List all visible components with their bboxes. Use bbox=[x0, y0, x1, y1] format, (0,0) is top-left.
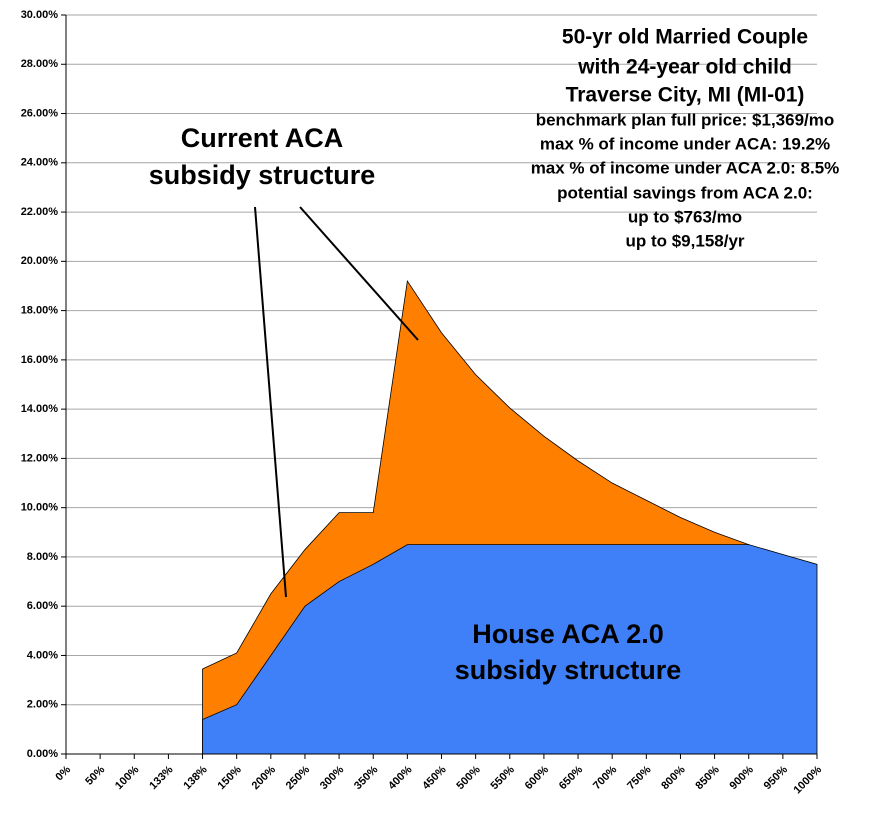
info-text: with 24-year old child bbox=[577, 56, 792, 79]
y-tick-label: 22.00% bbox=[21, 206, 59, 218]
y-tick-label: 28.00% bbox=[21, 58, 59, 70]
y-tick-label: 14.00% bbox=[21, 403, 59, 415]
x-tick-label: 800% bbox=[659, 764, 688, 793]
areas bbox=[202, 279, 818, 755]
x-tick-label: 1000% bbox=[791, 764, 824, 797]
y-tick-label: 10.00% bbox=[21, 502, 59, 514]
x-tick-label: 100% bbox=[113, 764, 142, 793]
x-tick-label: 550% bbox=[489, 764, 518, 793]
x-tick-label: 950% bbox=[762, 764, 791, 793]
info-text: up to $763/mo bbox=[628, 207, 742, 226]
x-tick-label: 750% bbox=[625, 764, 654, 793]
x-tick-label: 150% bbox=[215, 764, 244, 793]
x-tick-label: 650% bbox=[557, 764, 586, 793]
annotation: Current ACA bbox=[181, 123, 344, 153]
y-tick-label: 30.00% bbox=[21, 9, 59, 21]
y-tick-label: 0.00% bbox=[27, 748, 58, 760]
x-tick-label: 250% bbox=[284, 764, 313, 793]
x-tick-label: 450% bbox=[420, 764, 449, 793]
info-text: up to $9,158/yr bbox=[625, 231, 744, 250]
annotation: subsidy structure bbox=[149, 160, 376, 190]
annotation: subsidy structure bbox=[455, 655, 682, 685]
x-tick-label: 850% bbox=[693, 764, 722, 793]
info-text: 50-yr old Married Couple bbox=[562, 26, 808, 49]
x-tick-label: 200% bbox=[250, 764, 279, 793]
y-tick-label: 20.00% bbox=[21, 255, 59, 267]
y-tick-label: 8.00% bbox=[27, 551, 58, 563]
x-tick-label: 600% bbox=[523, 764, 552, 793]
x-tick-label: 700% bbox=[591, 764, 620, 793]
y-tick-label: 6.00% bbox=[27, 600, 58, 612]
x-tick-label: 138% bbox=[181, 764, 210, 793]
x-tick-label: 300% bbox=[318, 764, 347, 793]
info-text: Traverse City, MI (MI-01) bbox=[566, 84, 805, 107]
x-tick-label: 0% bbox=[53, 764, 73, 784]
info-text: max % of income under ACA 2.0: 8.5% bbox=[531, 158, 840, 177]
pointer-line bbox=[299, 206, 419, 341]
x-tick-label: 500% bbox=[454, 764, 483, 793]
x-tick-label: 133% bbox=[147, 764, 176, 793]
y-tick-label: 16.00% bbox=[21, 354, 59, 366]
x-tick-label: 50% bbox=[83, 764, 107, 788]
y-tick-label: 26.00% bbox=[21, 107, 59, 119]
x-tick-label: 400% bbox=[386, 764, 415, 793]
y-tick-label: 4.00% bbox=[27, 649, 58, 661]
y-tick-label: 18.00% bbox=[21, 305, 59, 317]
info-text: benchmark plan full price: $1,369/mo bbox=[536, 110, 835, 129]
x-tick-label: 350% bbox=[352, 764, 381, 793]
annotation: House ACA 2.0 bbox=[472, 619, 664, 649]
info-text: potential savings from ACA 2.0: bbox=[557, 183, 813, 202]
area bbox=[202, 544, 818, 755]
y-tick-label: 2.00% bbox=[27, 699, 58, 711]
info-text: max % of income under ACA: 19.2% bbox=[540, 134, 830, 153]
y-tick-label: 24.00% bbox=[21, 157, 59, 169]
y-tick-label: 12.00% bbox=[21, 452, 59, 464]
pointer-line bbox=[254, 206, 287, 598]
x-tick-label: 900% bbox=[728, 764, 757, 793]
